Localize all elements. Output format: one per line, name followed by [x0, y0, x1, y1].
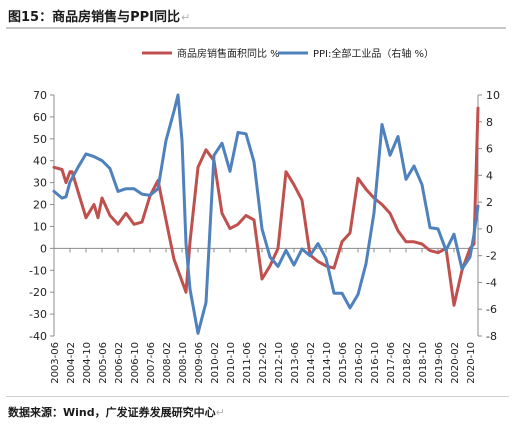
y-left-tick-label: 30 [33, 177, 47, 190]
x-tick-label: 2010-10 [226, 342, 237, 384]
x-tick-label: 2005-06 [98, 342, 109, 384]
y-right-tick-label: -4 [486, 276, 497, 289]
x-tick-label: 2006-10 [130, 342, 141, 384]
y-right-tick-label: 8 [486, 116, 493, 129]
source-note: 数据来源：Wind，广发证券发展研究中心↵ [8, 406, 225, 419]
x-tick-label: 2004-10 [82, 342, 93, 384]
x-tick-label: 2018-02 [402, 342, 413, 384]
x-tick-label: 2016-10 [370, 342, 381, 384]
x-tick-label: 2007-06 [146, 342, 157, 384]
x-tick-label: 2014-10 [322, 342, 333, 384]
figure-title: 图15：商品房销售与PPI同比↵ [8, 10, 191, 25]
series-line-ppi [52, 93, 480, 335]
legend-label-ppi: PPI:全部工业品（右轴 %） [313, 47, 434, 60]
y-right-tick-label: 0 [486, 223, 493, 236]
y-left-tick-label: -40 [29, 330, 47, 343]
x-tick-label: 2010-02 [210, 342, 221, 384]
x-tick-label: 2013-06 [290, 342, 301, 384]
x-tick-label: 2020-02 [450, 342, 461, 384]
x-tick-label: 2003-06 [50, 342, 61, 384]
x-tick-label: 2011-06 [242, 342, 253, 384]
series-line-sales [52, 106, 480, 307]
chart-frame: -40 -30 -20 -10 0 10 20 30 40 50 60 70 -8 -6 -4 -2 0 2 4 6 8… [6, 29, 509, 397]
y-right-tick-label: 6 [486, 143, 493, 156]
y-right-tick-label: -2 [486, 250, 497, 263]
x-tick-label: 2008-10 [178, 342, 189, 384]
x-tick-label: 2020-10 [466, 342, 477, 384]
x-tick-label: 2004-02 [66, 342, 77, 384]
y-left-tick-label: -10 [29, 264, 47, 277]
y-right-tick-label: 2 [486, 196, 493, 209]
x-tick-label: 2017-06 [386, 342, 397, 384]
y-left-tick-label: 20 [33, 199, 47, 212]
x-tick-label: 2019-06 [434, 342, 445, 384]
y-right-tick-label: 10 [486, 89, 500, 102]
line-chart: -40-30-20-10010203040506070-8-6-4-202468… [29, 47, 500, 384]
y-left-tick-label: 10 [33, 220, 47, 233]
x-tick-label: 2015-06 [338, 342, 349, 384]
x-tick-label: 2006-02 [114, 342, 125, 384]
y-left-tick-label: 60 [33, 111, 47, 124]
title-divider [6, 27, 506, 29]
y-left-tick-label: 50 [33, 133, 47, 146]
y-right-tick-label: -6 [486, 303, 497, 316]
x-tick-label: 2018-10 [418, 342, 429, 384]
x-tick-label: 2012-10 [274, 342, 285, 384]
x-tick-label: 2014-02 [306, 342, 317, 384]
y-left-tick-label: -30 [29, 308, 47, 321]
y-right-tick-label: -8 [486, 330, 497, 343]
y-right-tick-label: 4 [486, 169, 493, 182]
y-left-tick-label: 40 [33, 155, 47, 168]
y-left-tick-label: 70 [33, 89, 47, 102]
x-tick-label: 2009-06 [194, 342, 205, 384]
legend-label-sales: 商品房销售面积同比 % [177, 47, 280, 60]
x-tick-label: 2016-02 [354, 342, 365, 384]
y-left-tick-label: -20 [29, 286, 47, 299]
y-left-tick-label: 0 [40, 242, 47, 255]
x-tick-label: 2012-02 [258, 342, 269, 384]
x-tick-label: 2008-02 [162, 342, 173, 384]
